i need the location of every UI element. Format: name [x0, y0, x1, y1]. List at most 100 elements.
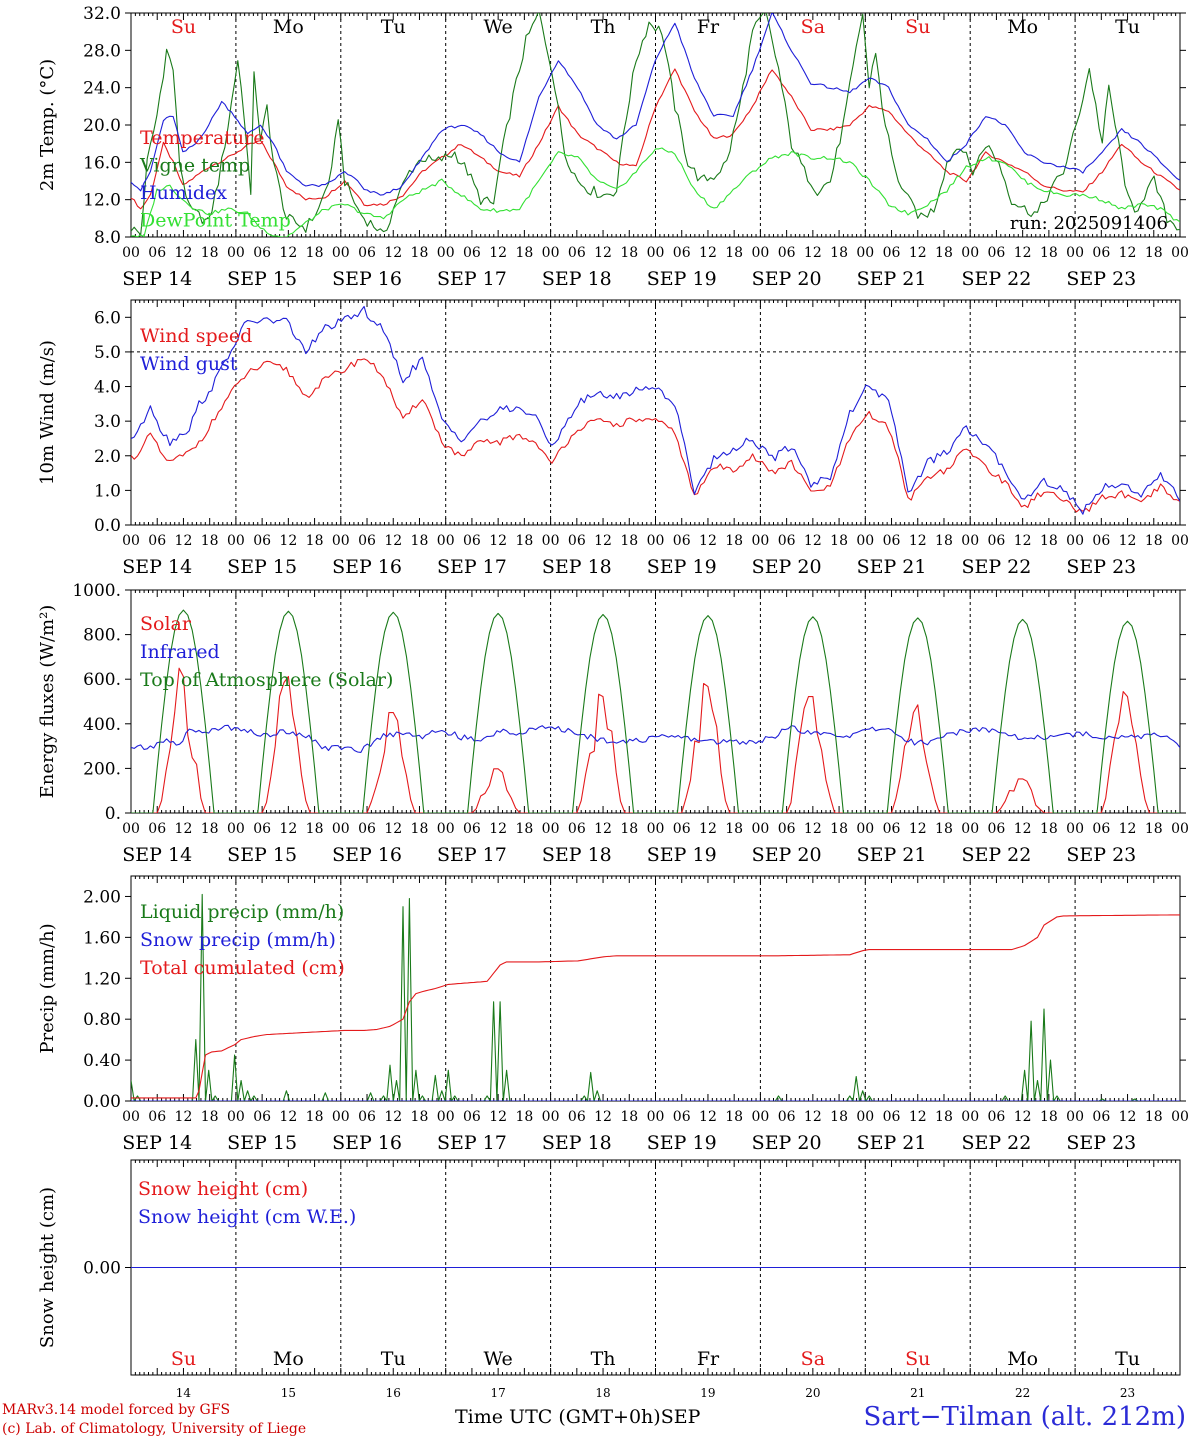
hour-label: 00	[856, 821, 874, 837]
hour-label: 18	[935, 245, 953, 261]
day-abbr: Mo	[273, 1348, 304, 1370]
y-tick-label: 8.0	[94, 228, 121, 248]
y-axis-label: 2m Temp. (°C)	[37, 59, 58, 191]
y-tick-label: 0.	[105, 804, 121, 824]
hour-label: 12	[279, 533, 297, 549]
hour-label: 00	[647, 245, 665, 261]
hour-label: 12	[384, 245, 402, 261]
hour-label: 00	[227, 533, 245, 549]
series-line-solar	[131, 667, 1180, 813]
series-line-wind-gust	[131, 305, 1180, 515]
y-tick-label: 32.0	[83, 4, 121, 24]
day-number: 18	[595, 1386, 610, 1400]
hour-label: 18	[1040, 821, 1058, 837]
hour-label: 18	[830, 1109, 848, 1125]
hour-label: 12	[909, 245, 927, 261]
y-tick-label: 200.	[83, 759, 121, 779]
hour-label: 06	[988, 821, 1006, 837]
hour-label: 12	[1119, 245, 1137, 261]
hour-label: 12	[1014, 821, 1032, 837]
day-number: 23	[1120, 1386, 1135, 1400]
plot-frame	[130, 589, 1181, 814]
x-axis-label: Time UTC (GMT+0h)	[455, 1406, 661, 1428]
date-label: SEP 14	[122, 556, 192, 578]
hour-label: 18	[515, 1109, 533, 1125]
date-label: SEP 22	[961, 844, 1031, 866]
day-abbr: Mo	[273, 16, 304, 38]
hour-label: 12	[699, 533, 717, 549]
day-abbr: Su	[905, 16, 930, 38]
y-tick-label: 20.0	[83, 116, 121, 136]
hour-label: 18	[830, 533, 848, 549]
plot-frame	[130, 12, 1181, 238]
hour-label: 12	[909, 821, 927, 837]
hour-label: 12	[804, 533, 822, 549]
y-tick-label: 1000.	[72, 581, 121, 601]
date-label: SEP 17	[437, 268, 507, 290]
hour-label: 06	[358, 533, 376, 549]
hour-label: 06	[253, 245, 271, 261]
legend-entry: Snow precip (mm/h)	[140, 929, 336, 951]
day-abbr: Tu	[381, 1348, 406, 1370]
date-label: SEP 18	[542, 268, 612, 290]
date-label: SEP 19	[647, 844, 717, 866]
hour-label: 12	[175, 245, 193, 261]
hour-label: 12	[594, 245, 612, 261]
hour-label: 12	[909, 533, 927, 549]
hour-label: 06	[988, 533, 1006, 549]
hour-label: 06	[463, 821, 481, 837]
hour-label: 00	[332, 533, 350, 549]
hour-label: 06	[988, 1109, 1006, 1125]
hour-label: 18	[1040, 533, 1058, 549]
hour-label: 18	[935, 533, 953, 549]
hour-label: 12	[489, 821, 507, 837]
y-tick-label: 24.0	[83, 79, 121, 99]
hour-label: 06	[778, 1109, 796, 1125]
hour-label: 00	[1066, 821, 1084, 837]
series-group	[131, 609, 1180, 813]
panel-4: 0.00 0.40 0.80 1.20 1.60 2.00 Precip (mm/h) 00 0…	[37, 875, 1189, 1154]
hour-label: 00	[122, 533, 140, 549]
hour-label: 12	[384, 1109, 402, 1125]
hour-label: 12	[594, 821, 612, 837]
legend-entry: Solar	[140, 613, 192, 635]
series-group	[131, 305, 1180, 515]
day-abbr: We	[484, 1348, 513, 1370]
hour-label: 06	[148, 821, 166, 837]
hour-label: 12	[279, 821, 297, 837]
y-tick-label: 28.0	[83, 41, 121, 61]
hour-label: 00	[856, 245, 874, 261]
date-label: SEP 14	[122, 268, 192, 290]
date-label: SEP 15	[227, 556, 297, 578]
date-label: SEP 21	[857, 844, 927, 866]
hour-label: 00	[542, 1109, 560, 1125]
hour-label: 12	[804, 821, 822, 837]
date-label: SEP 19	[647, 556, 717, 578]
y-tick-label: 0.40	[83, 1051, 121, 1071]
hour-label: 00	[122, 821, 140, 837]
day-abbr: Mo	[1007, 16, 1038, 38]
hour-label: 18	[515, 533, 533, 549]
series-group	[131, 893, 1180, 1101]
legend-entry: Total cumulated (cm)	[140, 957, 345, 979]
date-label: SEP 19	[647, 1132, 717, 1154]
hour-label: 06	[673, 821, 691, 837]
day-abbr: Th	[591, 1348, 616, 1370]
hour-label: 06	[883, 821, 901, 837]
hour-label: 12	[175, 533, 193, 549]
hour-label: 18	[725, 821, 743, 837]
hour-label: 00	[751, 821, 769, 837]
date-label: SEP 18	[542, 1132, 612, 1154]
date-label: SEP 22	[961, 268, 1031, 290]
y-tick-label: 800.	[83, 626, 121, 646]
date-label: SEP 14	[122, 844, 192, 866]
hour-label: 12	[279, 1109, 297, 1125]
hour-label: 18	[620, 821, 638, 837]
legend-entry: Top of Atmosphere (Solar)	[140, 669, 393, 691]
date-label: SEP 17	[437, 1132, 507, 1154]
series-line-dewpoint-temp	[131, 147, 1180, 237]
hour-label: 00	[1066, 245, 1084, 261]
hour-label: 18	[306, 1109, 324, 1125]
y-tick-label: 1.60	[83, 928, 121, 948]
